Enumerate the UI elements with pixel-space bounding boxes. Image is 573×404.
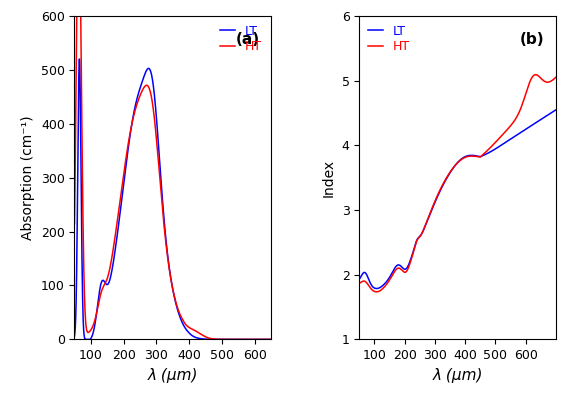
LT [552,107,559,112]
HT [371,289,378,294]
LT [447,170,454,175]
LT [268,337,274,342]
Line: LT: LT [359,110,556,288]
HT [552,75,559,80]
HT [373,289,380,294]
Y-axis label: Index: Index [322,159,336,197]
Legend: LT, HT: LT, HT [366,22,413,56]
HT [87,329,93,334]
HT [183,323,190,328]
LT [82,337,89,342]
Line: HT: HT [74,0,271,339]
HT [95,305,101,310]
LT [356,277,363,282]
X-axis label: λ (μm): λ (μm) [147,368,198,383]
HT [468,154,474,158]
HT [155,154,162,159]
HT [268,337,274,342]
LT [468,153,474,158]
LT [155,137,162,142]
Legend: LT, HT: LT, HT [218,22,265,56]
LT [87,337,93,342]
LT [444,175,450,180]
HT [444,175,450,179]
LT [373,286,380,291]
Line: LT: LT [74,59,271,339]
LT [439,183,446,188]
Line: HT: HT [359,75,556,292]
HT [159,202,166,206]
LT [162,235,169,240]
HT [162,238,169,242]
LT [183,328,190,332]
HT [439,182,446,187]
Y-axis label: Absorption (cm⁻¹): Absorption (cm⁻¹) [21,116,35,240]
Text: (a): (a) [236,32,260,47]
Text: (b): (b) [520,32,544,47]
HT [356,281,363,286]
LT [71,334,78,339]
X-axis label: λ (μm): λ (μm) [433,368,483,383]
HT [447,169,454,174]
HT [379,286,386,291]
LT [76,57,83,61]
HT [532,72,539,77]
HT [71,221,78,226]
LT [159,194,166,199]
LT [379,283,386,288]
LT [371,286,378,290]
LT [95,300,101,305]
